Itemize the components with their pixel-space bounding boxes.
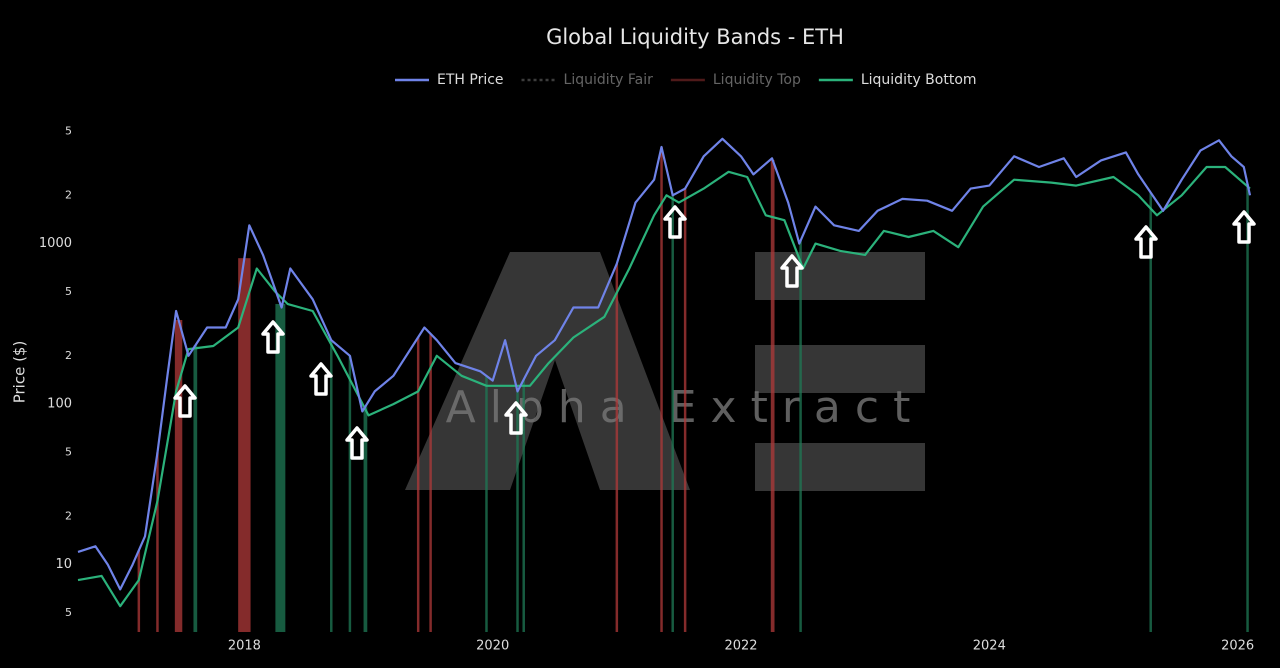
watermark-logo bbox=[405, 252, 925, 491]
signal-band bbox=[1246, 183, 1249, 632]
signal-band bbox=[238, 258, 251, 632]
signal-band bbox=[156, 452, 159, 632]
signal-band bbox=[485, 375, 488, 632]
signal-band bbox=[683, 188, 687, 633]
signal-band bbox=[799, 240, 802, 632]
x-tick-label: 2022 bbox=[724, 639, 757, 654]
signal-band bbox=[1149, 192, 1152, 632]
signal-band bbox=[522, 379, 525, 632]
y-tick-label: 5 bbox=[65, 124, 72, 137]
legend-label: Liquidity Top bbox=[713, 72, 801, 88]
x-tick-label: 2024 bbox=[973, 639, 1006, 654]
signal-band bbox=[416, 337, 420, 632]
arrows bbox=[173, 205, 1256, 460]
y-tick-label: 5 bbox=[65, 606, 72, 619]
signal-band bbox=[174, 319, 183, 632]
signal-band bbox=[516, 391, 519, 632]
signal-band bbox=[137, 550, 141, 632]
y-tick-label: 5 bbox=[65, 285, 72, 298]
signal-band bbox=[363, 406, 368, 632]
series-line bbox=[77, 165, 1251, 608]
signal-band bbox=[660, 146, 663, 632]
legend-label: Liquidity Bottom bbox=[861, 72, 977, 88]
y-tick-label: 5 bbox=[65, 445, 72, 458]
signal-band bbox=[348, 355, 352, 632]
signal-band bbox=[275, 303, 286, 632]
y-tick-label: 2 bbox=[65, 509, 72, 522]
y-tick-label: 2 bbox=[65, 349, 72, 362]
series-line bbox=[77, 137, 1252, 591]
y-tick-label: 1000 bbox=[39, 236, 72, 251]
chart-title: Global Liquidity Bands - ETH bbox=[546, 25, 844, 49]
signal-band bbox=[615, 263, 619, 632]
signal-band bbox=[770, 160, 775, 632]
signal-band bbox=[671, 195, 674, 632]
x-tick-label: 2018 bbox=[228, 639, 261, 654]
y-tick-label: 100 bbox=[47, 397, 72, 412]
y-axis-label: Price ($) bbox=[11, 341, 29, 404]
legend-label: Liquidity Fair bbox=[564, 72, 654, 88]
x-tick-label: 2026 bbox=[1221, 639, 1254, 654]
legend-label: ETH Price bbox=[437, 72, 504, 88]
signal-band bbox=[193, 345, 198, 632]
x-tick-label: 2020 bbox=[476, 639, 509, 654]
signal-band bbox=[429, 333, 432, 632]
y-tick-label: 2 bbox=[65, 188, 72, 201]
signal-band bbox=[330, 340, 333, 632]
y-tick-label: 10 bbox=[55, 557, 72, 572]
